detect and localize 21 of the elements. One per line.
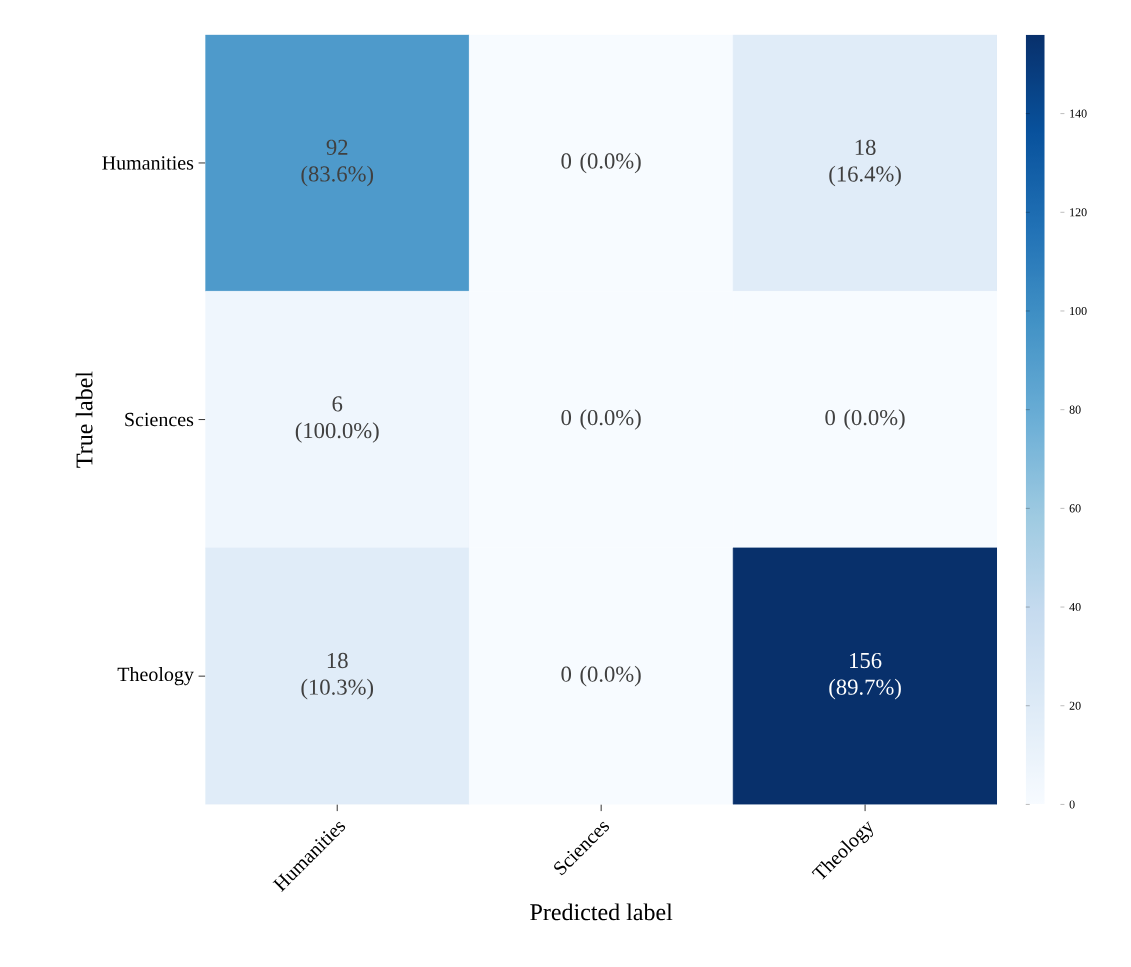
color-bar-label: 20 bbox=[1069, 701, 1081, 710]
data-label: 18 (10.3%) bbox=[301, 652, 374, 700]
color-bar-label: 100 bbox=[1070, 306, 1087, 316]
data-label: 6 (100.0%) bbox=[295, 396, 379, 443]
data-label: 0 (0.0%) bbox=[561, 409, 641, 430]
color-bar-label: 140 bbox=[1070, 109, 1087, 118]
color-bar-label: 0 bbox=[1069, 800, 1075, 809]
color-bar-label: 40 bbox=[1069, 602, 1081, 612]
y-tick-label: Theology bbox=[117, 667, 194, 686]
data-label: 18 (16.4%) bbox=[829, 139, 901, 187]
color-bar-label: 80 bbox=[1069, 405, 1081, 414]
y-tick-label: Sciences bbox=[125, 412, 194, 427]
color-bar-label: 120 bbox=[1070, 208, 1087, 217]
data-label: 0 (0.0%) bbox=[825, 409, 905, 430]
data-label: 156 (89.7%) bbox=[829, 652, 901, 700]
color-bar-label: 60 bbox=[1069, 504, 1081, 513]
y-axis-title: True label bbox=[75, 371, 93, 468]
data-label: 0 (0.0%) bbox=[561, 665, 641, 687]
y-tick-label: Humanities bbox=[102, 156, 194, 170]
data-label: 92 (83.6%) bbox=[301, 139, 374, 187]
x-axis-title: Predicted label bbox=[530, 903, 673, 921]
